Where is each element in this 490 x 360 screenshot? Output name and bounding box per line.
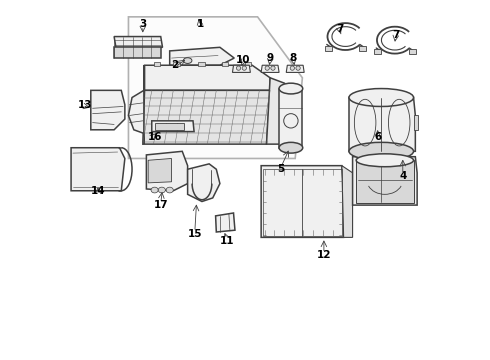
Polygon shape xyxy=(356,160,414,203)
Polygon shape xyxy=(92,91,103,101)
Ellipse shape xyxy=(349,89,414,107)
Ellipse shape xyxy=(356,154,414,167)
Bar xyxy=(414,116,418,130)
Text: 17: 17 xyxy=(153,200,168,210)
Polygon shape xyxy=(170,47,234,65)
Bar xyxy=(221,62,228,66)
Ellipse shape xyxy=(279,83,303,94)
Text: 12: 12 xyxy=(317,250,331,260)
Polygon shape xyxy=(152,121,194,132)
Ellipse shape xyxy=(271,66,275,70)
Polygon shape xyxy=(91,90,125,130)
Text: 2: 2 xyxy=(172,60,179,70)
Bar xyxy=(155,123,184,130)
Ellipse shape xyxy=(349,142,414,160)
Polygon shape xyxy=(114,47,161,58)
Ellipse shape xyxy=(265,66,270,70)
Bar xyxy=(324,46,332,51)
Text: 3: 3 xyxy=(139,19,147,29)
Text: 7: 7 xyxy=(336,24,343,35)
Text: 16: 16 xyxy=(147,132,162,142)
Ellipse shape xyxy=(290,66,294,70)
Text: 9: 9 xyxy=(267,53,274,63)
Bar xyxy=(409,49,416,54)
Polygon shape xyxy=(261,166,343,237)
Bar xyxy=(173,62,180,66)
Polygon shape xyxy=(216,213,235,232)
Polygon shape xyxy=(342,166,353,237)
Polygon shape xyxy=(128,65,144,144)
Ellipse shape xyxy=(296,66,300,70)
Polygon shape xyxy=(128,17,302,158)
Bar xyxy=(153,62,160,66)
Bar xyxy=(374,49,381,54)
Bar xyxy=(198,62,205,66)
Ellipse shape xyxy=(242,66,246,70)
Text: 7: 7 xyxy=(392,30,399,40)
Text: 1: 1 xyxy=(196,19,204,29)
Text: 4: 4 xyxy=(399,171,407,181)
Ellipse shape xyxy=(151,187,158,193)
Polygon shape xyxy=(71,148,125,191)
Text: 10: 10 xyxy=(236,55,250,65)
Text: 15: 15 xyxy=(188,229,202,239)
Polygon shape xyxy=(261,65,279,72)
Polygon shape xyxy=(279,89,302,148)
Bar xyxy=(245,62,251,66)
Text: 8: 8 xyxy=(290,53,297,63)
Polygon shape xyxy=(188,164,220,202)
Ellipse shape xyxy=(158,187,166,193)
Text: 6: 6 xyxy=(374,132,381,142)
Polygon shape xyxy=(232,65,250,72)
Ellipse shape xyxy=(236,66,241,70)
Ellipse shape xyxy=(166,187,173,193)
Text: 14: 14 xyxy=(91,186,105,196)
Ellipse shape xyxy=(183,58,192,63)
Polygon shape xyxy=(114,37,163,47)
Polygon shape xyxy=(286,65,304,72)
Polygon shape xyxy=(267,78,285,144)
Polygon shape xyxy=(148,158,171,183)
Text: 5: 5 xyxy=(277,164,285,174)
Polygon shape xyxy=(353,157,417,205)
Polygon shape xyxy=(349,98,416,151)
Polygon shape xyxy=(147,151,188,191)
Polygon shape xyxy=(143,90,270,144)
Text: 11: 11 xyxy=(220,236,234,246)
Ellipse shape xyxy=(279,142,303,153)
Bar xyxy=(359,46,366,51)
Text: 13: 13 xyxy=(78,100,93,110)
Polygon shape xyxy=(145,65,270,90)
